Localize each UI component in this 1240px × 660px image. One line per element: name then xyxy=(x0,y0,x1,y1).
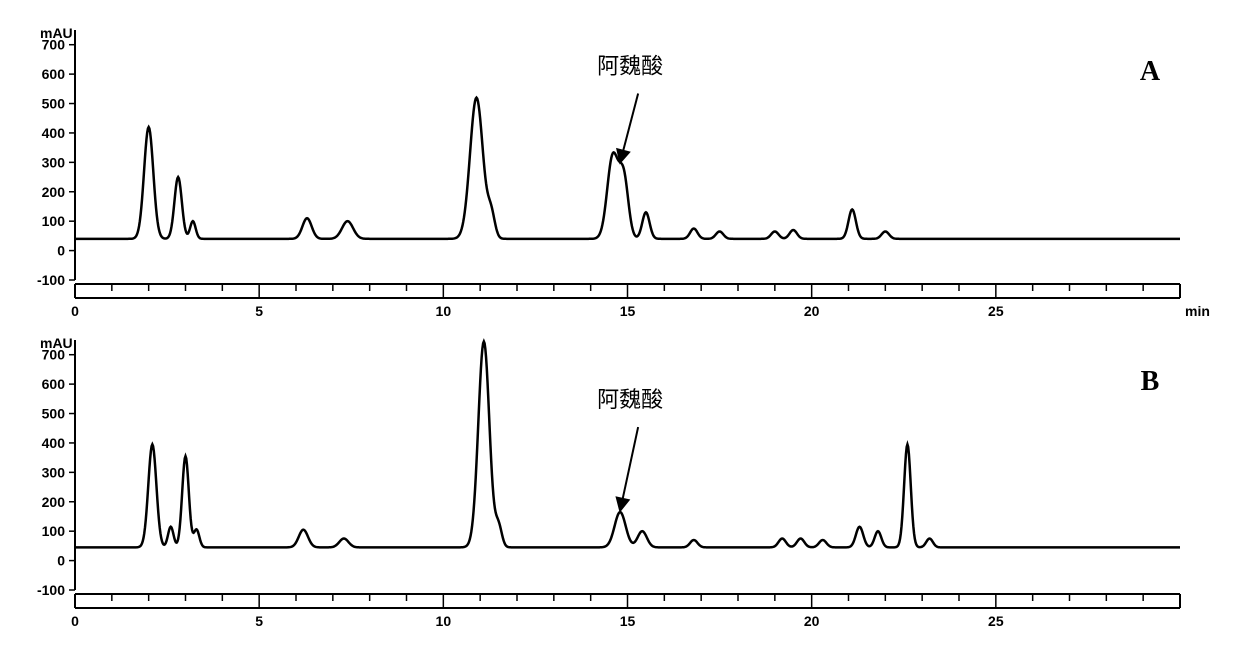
panel-A: -1000100200300400500600700mAU0510152025m… xyxy=(20,20,1220,320)
chromatogram-trace xyxy=(75,98,1180,239)
y-axis-label: mAU xyxy=(40,335,73,351)
peak-annotation: 阿魏酸 xyxy=(597,387,663,412)
ytick-label: 100 xyxy=(42,213,66,229)
xtick-label: 10 xyxy=(436,613,452,629)
ytick-label: -100 xyxy=(37,582,65,598)
panel-label: A xyxy=(1140,56,1161,87)
ytick-label: 600 xyxy=(42,376,66,392)
ytick-label: 300 xyxy=(42,154,66,170)
panel-B: -1000100200300400500600700mAU0510152025阿… xyxy=(20,330,1220,630)
xtick-label: 5 xyxy=(255,613,263,629)
xtick-label: 20 xyxy=(804,613,820,629)
xtick-label: 25 xyxy=(988,613,1004,629)
xtick-label: 5 xyxy=(255,303,263,319)
peak-annotation: 阿魏酸 xyxy=(597,54,663,79)
ytick-label: 400 xyxy=(42,435,66,451)
x-axis-label: min xyxy=(1185,303,1210,319)
panel-label: B xyxy=(1141,366,1160,397)
ytick-label: 0 xyxy=(57,243,65,259)
arrowhead-icon xyxy=(617,149,629,162)
xtick-label: 15 xyxy=(620,303,636,319)
y-axis-label: mAU xyxy=(40,25,73,41)
ytick-label: 200 xyxy=(42,494,66,510)
arrowhead-icon xyxy=(617,498,629,511)
ytick-label: -100 xyxy=(37,272,65,288)
ytick-label: 500 xyxy=(42,406,66,422)
ytick-label: 100 xyxy=(42,523,66,539)
ytick-label: 400 xyxy=(42,125,66,141)
chromatogram-trace xyxy=(75,341,1180,547)
chromatogram-figure: -1000100200300400500600700mAU0510152025m… xyxy=(20,20,1220,630)
ytick-label: 600 xyxy=(42,66,66,82)
xtick-label: 20 xyxy=(804,303,820,319)
xtick-label: 15 xyxy=(620,613,636,629)
ytick-label: 300 xyxy=(42,464,66,480)
xtick-label: 0 xyxy=(71,613,79,629)
xtick-label: 0 xyxy=(71,303,79,319)
xtick-label: 25 xyxy=(988,303,1004,319)
xtick-label: 10 xyxy=(436,303,452,319)
ytick-label: 0 xyxy=(57,553,65,569)
ytick-label: 200 xyxy=(42,184,66,200)
ytick-label: 500 xyxy=(42,96,66,112)
